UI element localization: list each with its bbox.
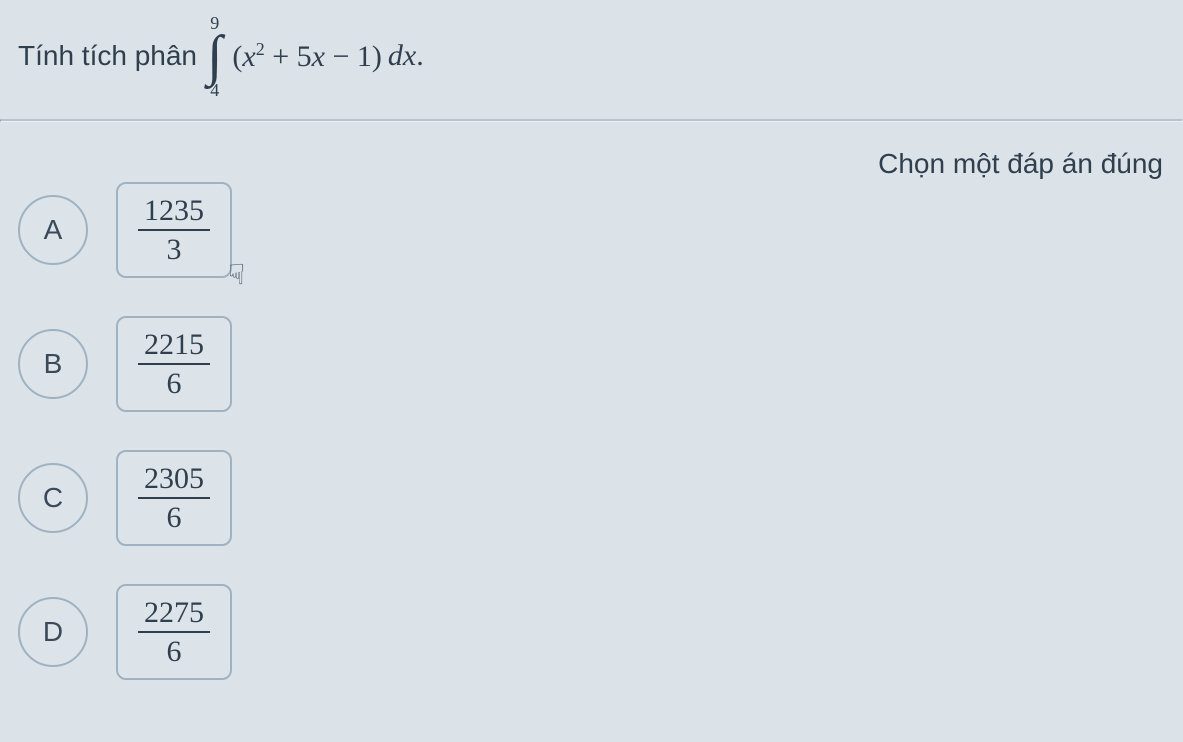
answer-value-b[interactable]: 2215 6	[116, 316, 232, 412]
integral-sign: ∫	[207, 34, 222, 79]
answer-letter-b[interactable]: B	[18, 329, 88, 399]
question-area: Tính tích phân 9 ∫ 4 (x2 + 5x − 1) dx.	[0, 0, 1183, 119]
answer-value-a[interactable]: 1235 3	[116, 182, 232, 278]
paren-open: (	[232, 40, 242, 73]
fraction-b: 2215 6	[138, 328, 210, 400]
plus-5: + 5	[265, 40, 312, 73]
integral-symbol: 9 ∫ 4	[207, 14, 222, 99]
answer-value-c[interactable]: 2305 6	[116, 450, 232, 546]
integrand: (x2 + 5x − 1)	[232, 39, 382, 74]
integral-lower-bound: 4	[210, 81, 219, 99]
answer-letter-a[interactable]: A	[18, 195, 88, 265]
answer-letter-d[interactable]: D	[18, 597, 88, 667]
answers-list: A 1235 3 ☟ B 2215 6 C 2305 6	[0, 122, 1183, 680]
var-x2: x	[312, 40, 325, 73]
numerator-a: 1235	[138, 194, 210, 229]
answer-option-d[interactable]: D 2275 6	[18, 584, 1165, 680]
fraction-a: 1235 3	[138, 194, 210, 266]
denominator-d: 6	[161, 633, 188, 668]
denominator-a: 3	[161, 231, 188, 266]
answer-option-c[interactable]: C 2305 6	[18, 450, 1165, 546]
paren-close: )	[372, 40, 382, 73]
numerator-c: 2305	[138, 462, 210, 497]
answer-value-d[interactable]: 2275 6	[116, 584, 232, 680]
exponent-2: 2	[256, 39, 265, 59]
differential: dx.	[388, 39, 424, 73]
fraction-d: 2275 6	[138, 596, 210, 668]
numerator-b: 2215	[138, 328, 210, 363]
numerator-d: 2275	[138, 596, 210, 631]
trailing-dot: .	[416, 39, 424, 72]
minus-1: − 1	[325, 40, 372, 73]
question-prompt: Tính tích phân	[18, 40, 197, 72]
answer-option-b[interactable]: B 2215 6	[18, 316, 1165, 412]
answer-option-a[interactable]: A 1235 3 ☟	[18, 182, 1165, 278]
answer-letter-c[interactable]: C	[18, 463, 88, 533]
denominator-c: 6	[161, 499, 188, 534]
var-x1: x	[242, 40, 255, 73]
denominator-b: 6	[161, 365, 188, 400]
fraction-c: 2305 6	[138, 462, 210, 534]
